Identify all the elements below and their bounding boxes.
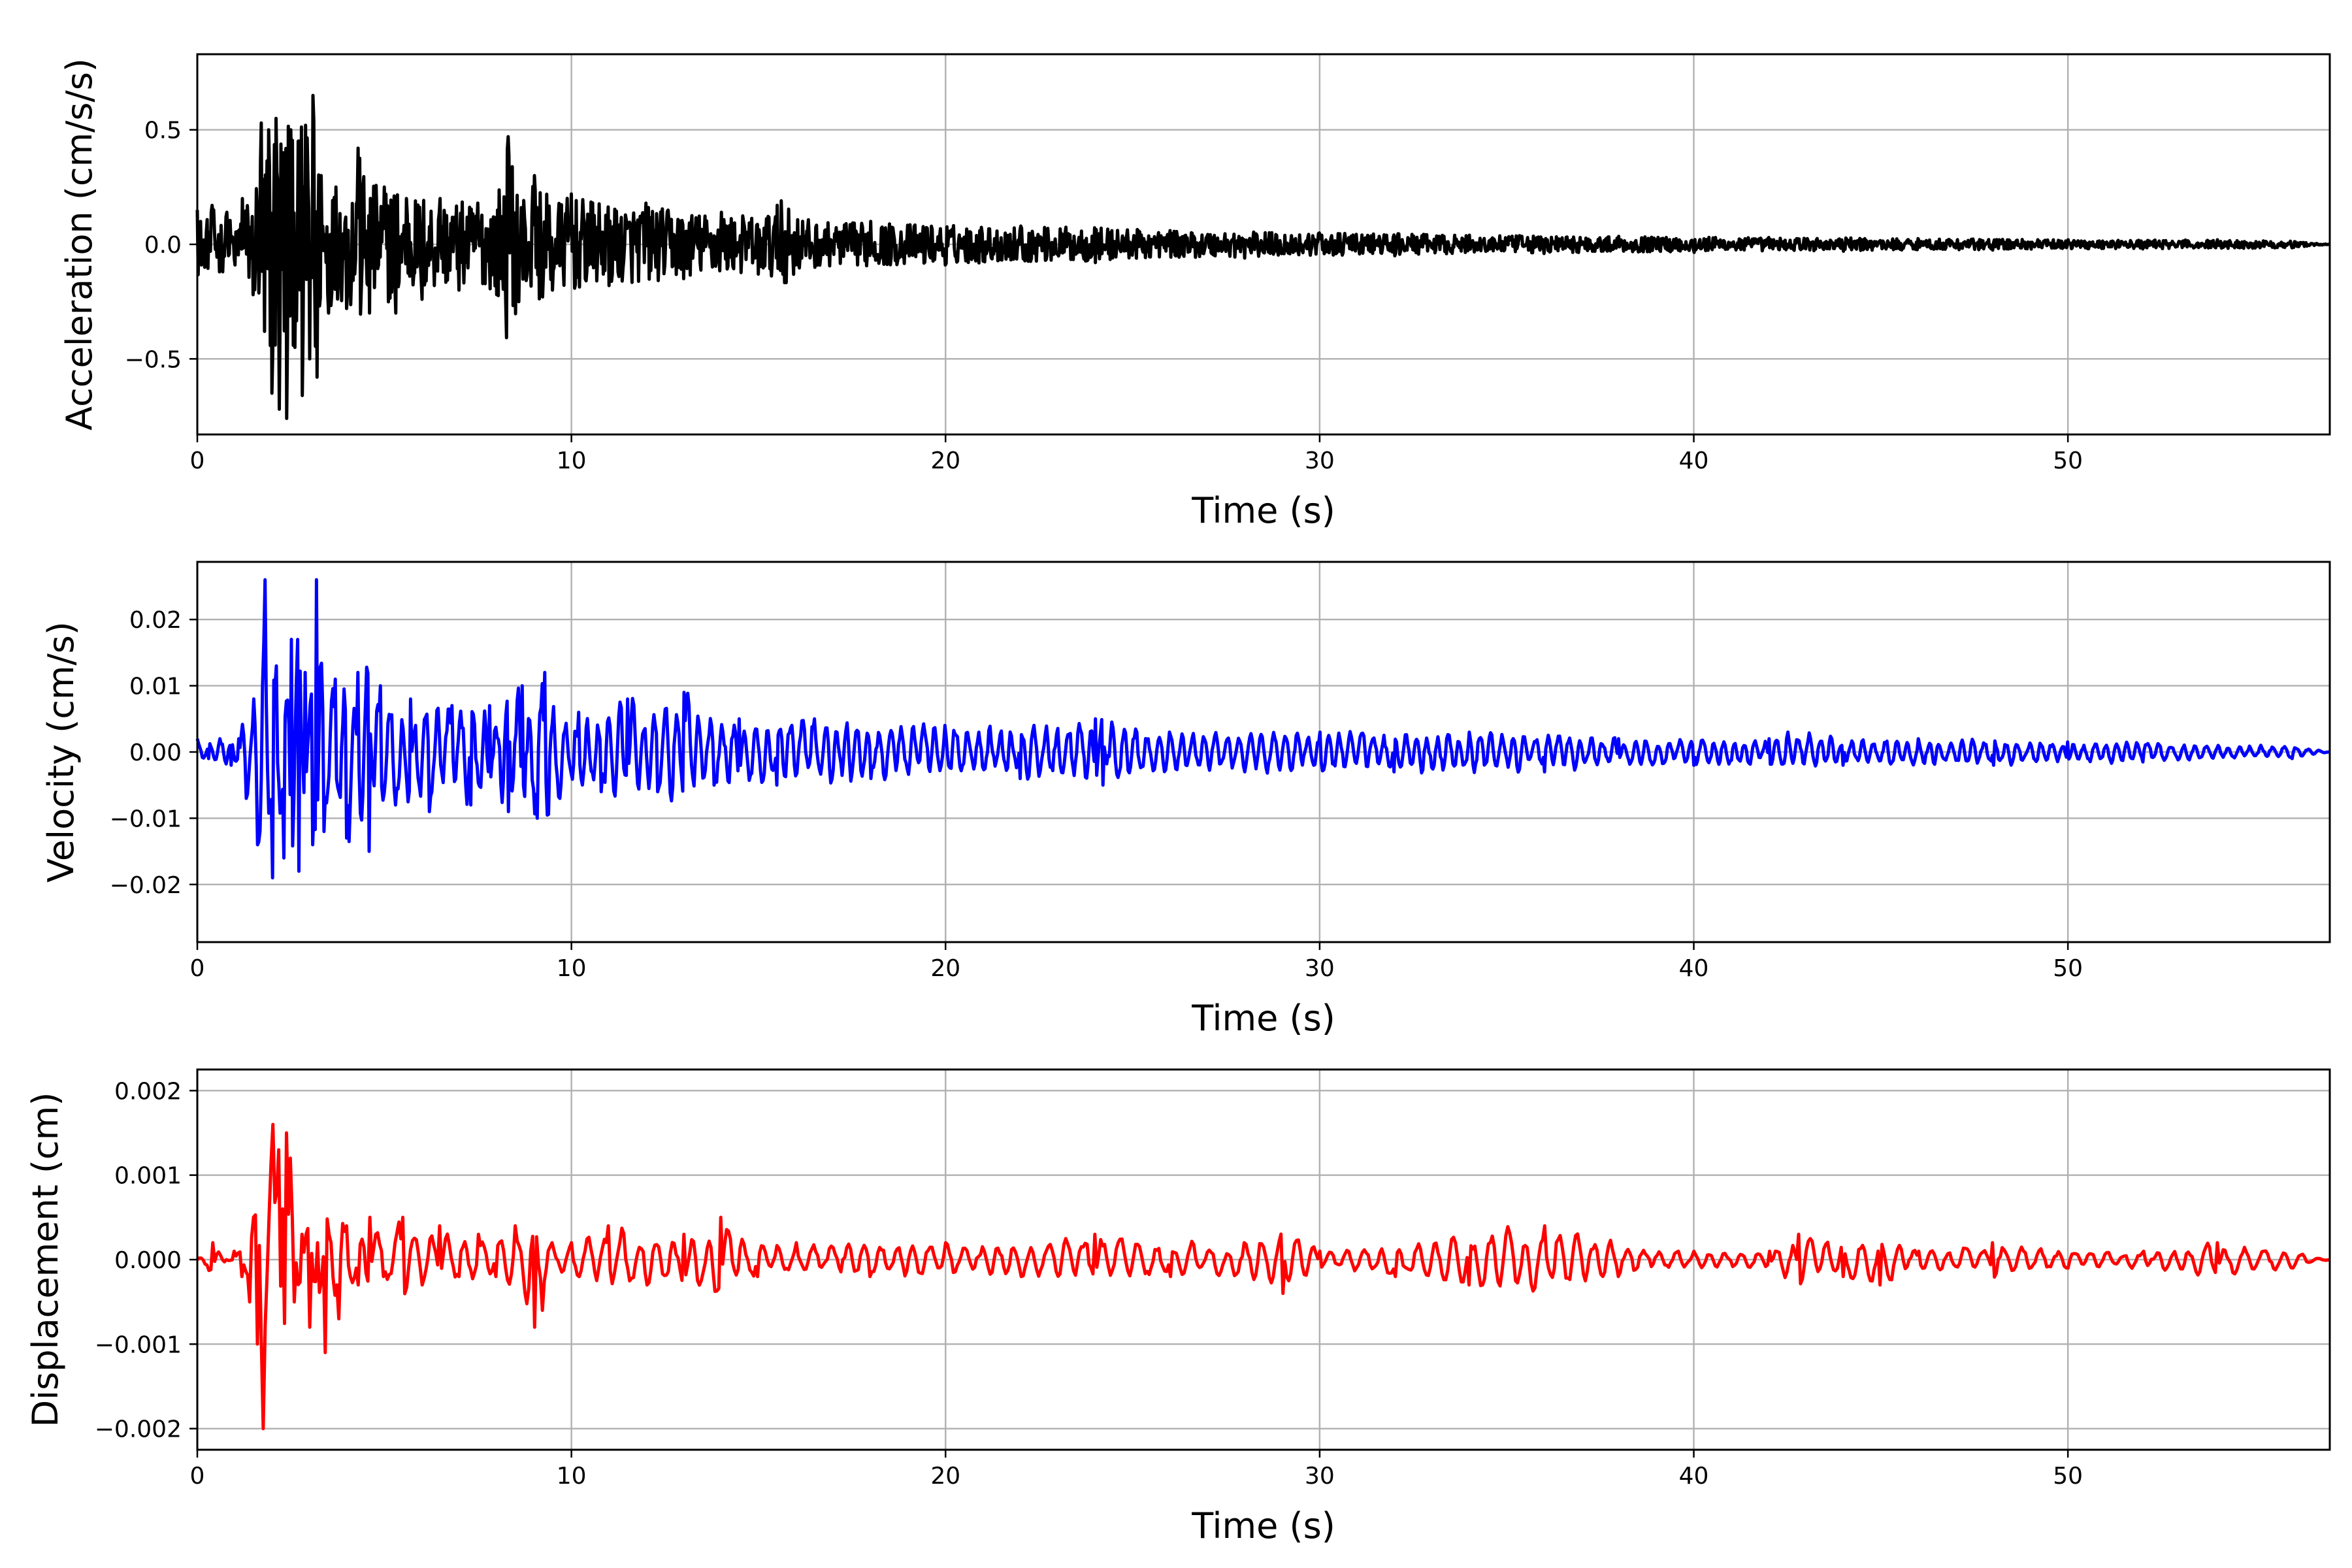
velocity-y-tick-label: −0.02 — [110, 872, 182, 899]
velocity-y-axis-label: Velocity (cm/s) — [41, 621, 82, 883]
acceleration-x-tick-label: 20 — [930, 448, 960, 474]
velocity-x-tick-label: 20 — [930, 955, 960, 982]
acceleration-y-tick-label: 0.5 — [144, 118, 182, 144]
displacement-x-tick-label: 30 — [1305, 1463, 1335, 1490]
displacement-x-tick-label: 0 — [190, 1463, 205, 1490]
acceleration-x-tick-label: 50 — [2053, 448, 2083, 474]
acceleration-x-axis-label: Time (s) — [1191, 490, 1335, 531]
velocity-x-axis-label: Time (s) — [1191, 998, 1335, 1039]
acceleration-y-tick-label: 0.0 — [144, 232, 182, 259]
acceleration-y-axis-label: Acceleration (cm/s/s) — [59, 58, 100, 431]
velocity-y-tick-label: 0.00 — [129, 740, 182, 766]
acceleration-x-tick-label: 30 — [1305, 448, 1335, 474]
displacement-x-axis-label: Time (s) — [1191, 1505, 1335, 1546]
displacement-x-tick-label: 20 — [930, 1463, 960, 1490]
displacement-panel: 0 10 20 30 40 50 −0.002 −0.001 0.000 0.001 0.002 Ti… — [25, 1068, 2331, 1546]
velocity-series-line — [195, 578, 2330, 880]
panels: 0 10 20 30 40 50 −0.5 0.0 0.5 Time (s) Acceleratio… — [25, 53, 2331, 1546]
acceleration-series-line — [195, 93, 2331, 420]
displacement-y-tick-label: 0.002 — [114, 1078, 182, 1105]
displacement-y-tick-label: 0.000 — [114, 1247, 182, 1274]
displacement-y-axis-label: Displacement (cm) — [25, 1092, 66, 1428]
displacement-y-tick-label: −0.002 — [95, 1416, 182, 1443]
acceleration-x-tick-label: 10 — [557, 448, 587, 474]
velocity-y-tick-label: 0.01 — [129, 674, 182, 700]
velocity-x-tick-label: 10 — [557, 955, 587, 982]
displacement-y-tick-label: −0.001 — [95, 1331, 182, 1358]
velocity-panel: 0 10 20 30 40 50 −0.02 −0.01 0.00 0.01 0.02 Time (s… — [41, 561, 2331, 1039]
displacement-y-tick-label: 0.001 — [114, 1163, 182, 1190]
displacement-x-tick-label: 10 — [557, 1463, 587, 1490]
displacement-series-line — [196, 1122, 2330, 1431]
displacement-x-tick-label: 40 — [1679, 1463, 1709, 1490]
displacement-x-tick-label: 50 — [2053, 1463, 2083, 1490]
acceleration-y-tick-label: −0.5 — [125, 346, 182, 373]
acceleration-x-tick-label: 40 — [1679, 448, 1709, 474]
acceleration-x-tick-label: 0 — [190, 448, 205, 474]
velocity-x-tick-label: 0 — [190, 955, 205, 982]
velocity-x-tick-label: 30 — [1305, 955, 1335, 982]
velocity-y-tick-label: 0.02 — [129, 607, 182, 634]
acceleration-panel: 0 10 20 30 40 50 −0.5 0.0 0.5 Time (s) Acceleratio… — [59, 53, 2331, 531]
velocity-y-tick-label: −0.01 — [110, 806, 182, 832]
velocity-x-tick-label: 40 — [1679, 955, 1709, 982]
velocity-x-tick-label: 50 — [2053, 955, 2083, 982]
